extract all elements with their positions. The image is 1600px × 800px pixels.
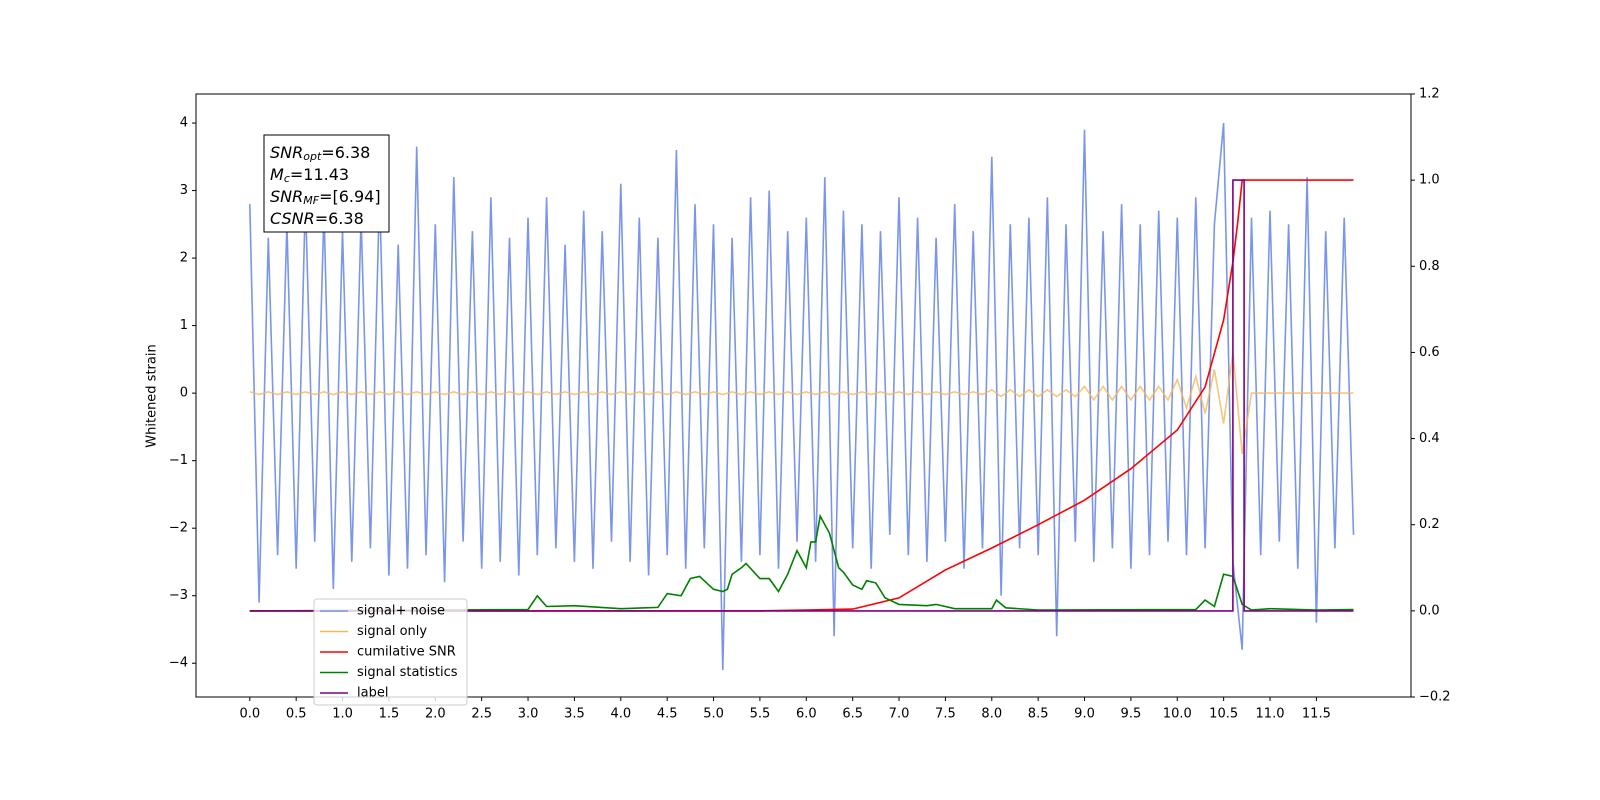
y2-tick-label: −0.2 <box>1419 690 1451 705</box>
series-line <box>249 122 1355 671</box>
x-tick-label: 11.0 <box>1256 707 1285 722</box>
y-tick-label: 2 <box>180 251 188 266</box>
legend-label: cumilative SNR <box>357 645 456 660</box>
x-tick-label: 11.5 <box>1302 707 1331 722</box>
x-tick-label: 8.0 <box>981 707 1002 722</box>
x-tick-label: 9.5 <box>1121 707 1142 722</box>
y2-tick-label: 0.4 <box>1419 431 1440 446</box>
x-tick-label: 1.0 <box>332 707 353 722</box>
x-tick-label: 0.0 <box>239 707 260 722</box>
x-tick-label: 4.0 <box>610 707 631 722</box>
y2-tick-label: 1.0 <box>1419 173 1440 188</box>
x-tick-label: 6.0 <box>796 707 817 722</box>
annotation-line: Mc=11.43 <box>270 165 349 186</box>
legend-label: signal+ noise <box>357 604 445 619</box>
annotation-rest: =[6.94] <box>319 187 381 206</box>
annotation-rest: =6.38 <box>315 209 364 228</box>
series-line <box>249 179 1354 612</box>
annotation-sub: c <box>284 172 290 185</box>
x-tick-label: 0.5 <box>286 707 307 722</box>
y-tick-label: 3 <box>180 183 188 198</box>
y-tick-label: −2 <box>169 521 188 536</box>
x-tick-label: 10.5 <box>1209 707 1238 722</box>
legend-label: label <box>357 686 388 701</box>
annotation-base: CSNR <box>270 209 315 228</box>
x-tick-label: 2.0 <box>425 707 446 722</box>
y-tick-label: −1 <box>169 453 188 468</box>
series-line <box>249 179 1354 612</box>
legend-label: signal statistics <box>357 665 458 680</box>
x-tick-label: 9.0 <box>1074 707 1095 722</box>
annotation-base: SNR <box>270 187 303 206</box>
x-tick-label: 3.0 <box>518 707 539 722</box>
annotation-rest: =6.38 <box>321 143 370 162</box>
x-tick-label: 8.5 <box>1028 707 1049 722</box>
y2-tick-label: 1.2 <box>1419 87 1440 102</box>
axes-frame <box>195 93 1412 698</box>
x-tick-label: 4.5 <box>657 707 678 722</box>
y2-tick-label: 0.8 <box>1419 259 1440 274</box>
annotation-rest: =11.43 <box>290 165 349 184</box>
x-tick-label: 5.0 <box>703 707 724 722</box>
y-tick-label: 0 <box>180 386 188 401</box>
annotation-line: SNRopt=6.38 <box>270 143 370 164</box>
annotation-box <box>263 134 390 233</box>
x-tick-label: 7.5 <box>935 707 956 722</box>
legend-label: signal only <box>357 624 427 639</box>
series-line <box>249 352 1354 455</box>
y-axis-label: Whitened strain <box>145 344 160 447</box>
y-tick-label: 1 <box>180 318 188 333</box>
legend-box <box>313 598 468 706</box>
x-tick-label: 10.0 <box>1163 707 1192 722</box>
y2-tick-label: 0.0 <box>1419 603 1440 618</box>
x-tick-label: 6.5 <box>842 707 863 722</box>
x-tick-label: 5.5 <box>750 707 771 722</box>
y-tick-label: −4 <box>169 656 188 671</box>
y-tick-label: 4 <box>180 116 188 131</box>
x-tick-label: 3.5 <box>564 707 585 722</box>
annotation-sub: MF <box>303 194 319 207</box>
annotation-base: SNR <box>270 143 303 162</box>
y-tick-label: −3 <box>169 588 188 603</box>
x-tick-label: 2.5 <box>471 707 492 722</box>
annotation-base: M <box>270 165 284 184</box>
y2-tick-label: 0.6 <box>1419 345 1440 360</box>
y2-tick-label: 0.2 <box>1419 517 1440 532</box>
annotation-sub: opt <box>303 150 322 163</box>
series-line <box>249 513 1354 612</box>
annotation-line: SNRMF=[6.94] <box>270 187 381 208</box>
annotation-line: CSNR=6.38 <box>270 209 364 228</box>
x-tick-label: 1.5 <box>379 707 400 722</box>
x-tick-label: 7.0 <box>889 707 910 722</box>
